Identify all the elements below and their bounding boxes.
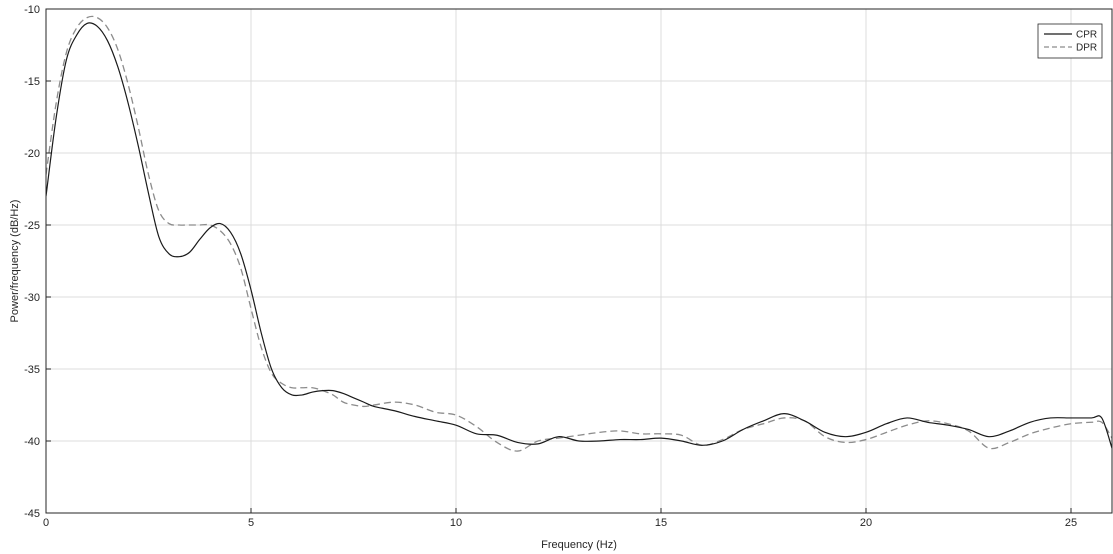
x-tick-label: 15	[655, 517, 667, 529]
legend-box	[1037, 23, 1103, 59]
x-tick-label: 25	[1065, 517, 1077, 529]
legend: CPR DPR	[1037, 23, 1103, 59]
y-tick-label: -35	[24, 364, 40, 376]
axis-ticks	[45, 8, 1072, 514]
plot-area-frame	[45, 8, 1113, 514]
y-tick-label: -20	[24, 148, 40, 160]
x-axis-tick-labels: 0 5 10 15 20 25	[43, 517, 1077, 529]
x-axis-label: Frequency (Hz)	[541, 539, 617, 551]
y-tick-label: -30	[24, 292, 40, 304]
x-tick-label: 10	[450, 517, 462, 529]
x-tick-label: 5	[248, 517, 254, 529]
grid	[45, 8, 1112, 514]
legend-label-dpr: DPR	[1076, 43, 1097, 54]
y-tick-label: -45	[24, 508, 40, 520]
x-tick-label: 20	[860, 517, 872, 529]
y-tick-label: -10	[24, 4, 40, 16]
y-tick-label: -25	[24, 220, 40, 232]
x-tick-label: 0	[43, 517, 49, 529]
y-axis-tick-labels: -10 -15 -20 -25 -30 -35 -40 -45	[24, 4, 40, 520]
y-axis-label: Power/frequency (dB/Hz)	[9, 200, 21, 323]
series-line-cpr	[46, 22, 1112, 449]
legend-label-cpr: CPR	[1076, 30, 1097, 41]
series-layer	[46, 15, 1112, 452]
y-tick-label: -15	[24, 76, 40, 88]
y-tick-label: -40	[24, 436, 40, 448]
series-line-dpr	[46, 15, 1112, 452]
